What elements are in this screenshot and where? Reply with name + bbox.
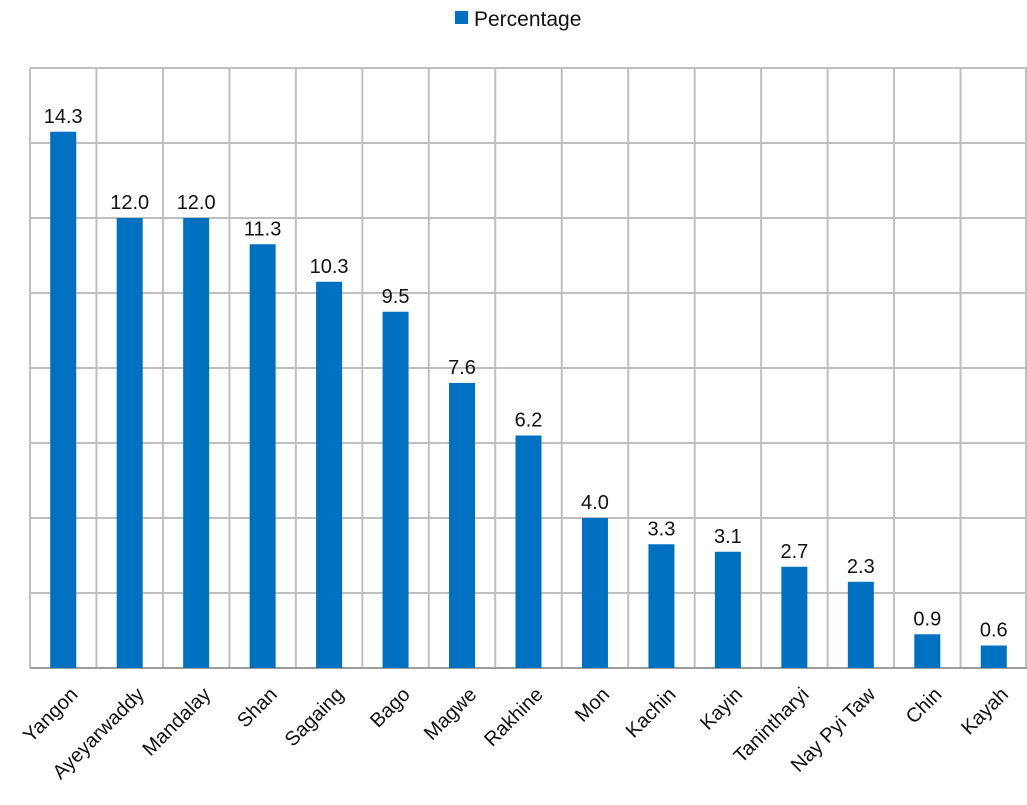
legend-swatch — [455, 11, 468, 24]
category-tick-label: Bago — [366, 684, 415, 733]
data-label: 11.3 — [244, 218, 281, 240]
data-label: 9.5 — [382, 286, 410, 308]
category-tick-label: Yangon — [19, 684, 82, 747]
category-tick-label: Mandalay — [138, 684, 215, 761]
category-tick-label: Rakhine — [480, 684, 547, 751]
bar-sagaing — [316, 281, 343, 668]
legend-label: Percentage — [474, 8, 581, 31]
data-label: 2.3 — [847, 556, 875, 578]
category-tick-label: Mon — [571, 684, 614, 727]
bar-mandalay — [183, 218, 210, 668]
data-label: 12.0 — [177, 192, 216, 214]
data-label: 7.6 — [448, 357, 476, 379]
category-tick-label: Kachin — [622, 684, 681, 743]
bar-shan — [249, 244, 276, 668]
bar-rakhine — [515, 435, 542, 668]
bar-chin — [914, 634, 941, 668]
category-tick-label: Chin — [902, 684, 947, 729]
data-label: 2.7 — [780, 541, 808, 563]
category-tick-label: Sagaing — [281, 684, 348, 751]
bar-tanintharyi — [781, 566, 808, 668]
bar-mon — [581, 518, 608, 668]
category-tick-label: Magwe — [420, 684, 481, 745]
data-label: 14.3 — [44, 106, 83, 128]
category-tick-label: Kayah — [957, 684, 1013, 740]
data-label: 6.2 — [515, 410, 543, 432]
bars — [50, 131, 1007, 668]
data-label: 12.0 — [110, 192, 149, 214]
data-label: 3.1 — [714, 526, 742, 548]
data-label: 10.3 — [310, 256, 349, 278]
data-label: 0.6 — [980, 620, 1008, 642]
data-label: 3.3 — [648, 518, 676, 540]
category-tick-label: Kayin — [696, 684, 747, 735]
bar-kayin — [714, 551, 741, 668]
data-label: 0.9 — [913, 608, 941, 630]
bar-ayeyarwaddy — [116, 218, 143, 668]
data-labels: 14.3 12.0 12.0 11.3 10.3 9.5 7.6 6.2 4.0 3.3 3.1 2.… — [44, 106, 1008, 642]
bar-bago — [382, 311, 409, 668]
bar-nay-pyi-taw — [847, 581, 874, 668]
legend: Percentage — [455, 8, 581, 31]
data-label: 4.0 — [581, 492, 609, 514]
bar-kachin — [648, 544, 675, 668]
bar-magwe — [449, 383, 476, 668]
bar-kayah — [980, 645, 1007, 668]
category-tick-label: Shan — [233, 684, 282, 733]
bar-yangon — [50, 131, 77, 668]
